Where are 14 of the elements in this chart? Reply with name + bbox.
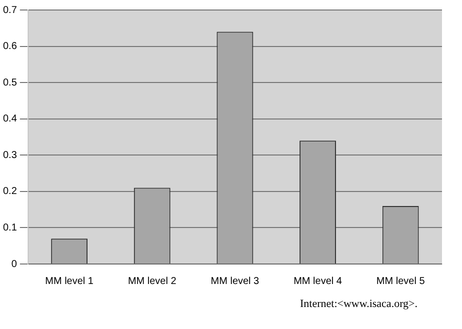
y-tick-label: 0 (11, 258, 18, 270)
x-tick-label: MM level 2 (128, 276, 177, 287)
text: Internet:<www.isaca.org>. (300, 298, 418, 310)
y-tick-label: 0.6 (2, 41, 18, 52)
y-tick-label: 0.7 (2, 4, 18, 16)
y-tick-label: 0.2 (2, 186, 18, 198)
x-tick-label: MM level 3 (210, 276, 260, 287)
y-tick-label: 0.5 (2, 77, 18, 88)
x-tick-label: MM level 5 (376, 276, 426, 287)
y-tick-label: 0.1 (2, 222, 18, 234)
x-tick-label: MM level 1 (45, 276, 94, 287)
y-tick-label: 0.4 (2, 114, 18, 125)
y-tick-label: 0.3 (2, 150, 18, 161)
x-tick-label: MM level 4 (294, 276, 342, 287)
